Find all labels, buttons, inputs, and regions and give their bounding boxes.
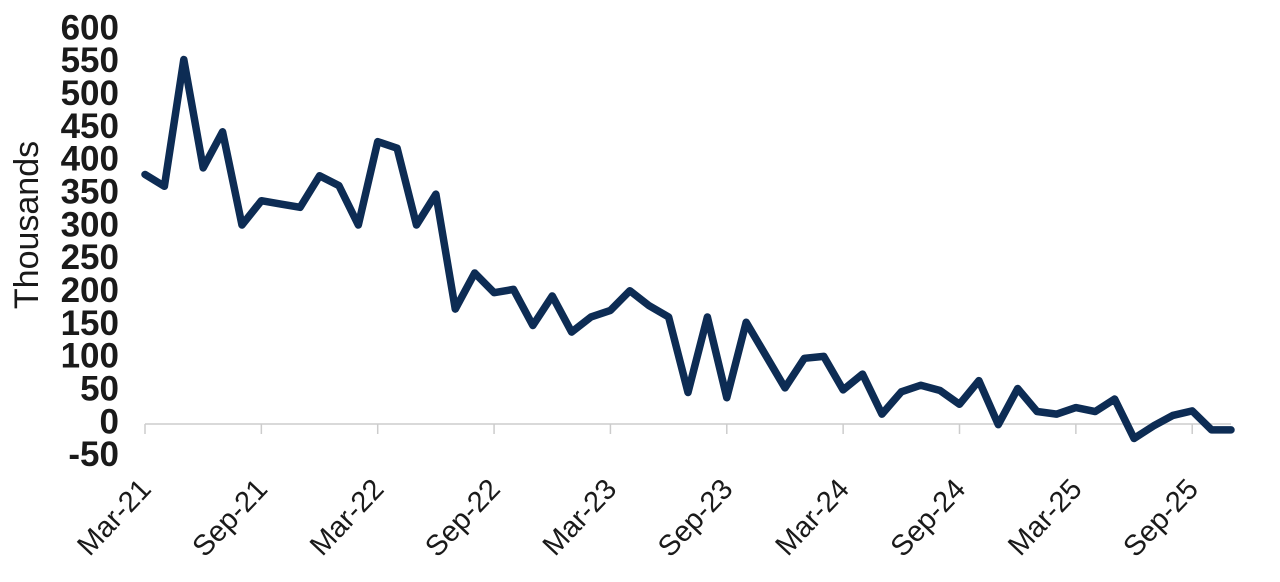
svg-text:Sep-21: Sep-21	[187, 473, 274, 563]
svg-text:Sep-22: Sep-22	[419, 473, 506, 563]
svg-text:Mar-25: Mar-25	[1002, 473, 1088, 562]
svg-text:600: 600	[61, 8, 119, 47]
svg-text:Mar-24: Mar-24	[770, 473, 856, 562]
svg-text:Mar-23: Mar-23	[537, 473, 623, 562]
svg-text:Mar-22: Mar-22	[304, 473, 390, 562]
svg-text:Sep-25: Sep-25	[1117, 473, 1204, 563]
svg-text:Sep-23: Sep-23	[652, 473, 739, 563]
svg-text:Mar-21: Mar-21	[71, 473, 157, 562]
svg-text:Thousands: Thousands	[8, 141, 46, 309]
svg-text:Sep-24: Sep-24	[885, 473, 972, 563]
